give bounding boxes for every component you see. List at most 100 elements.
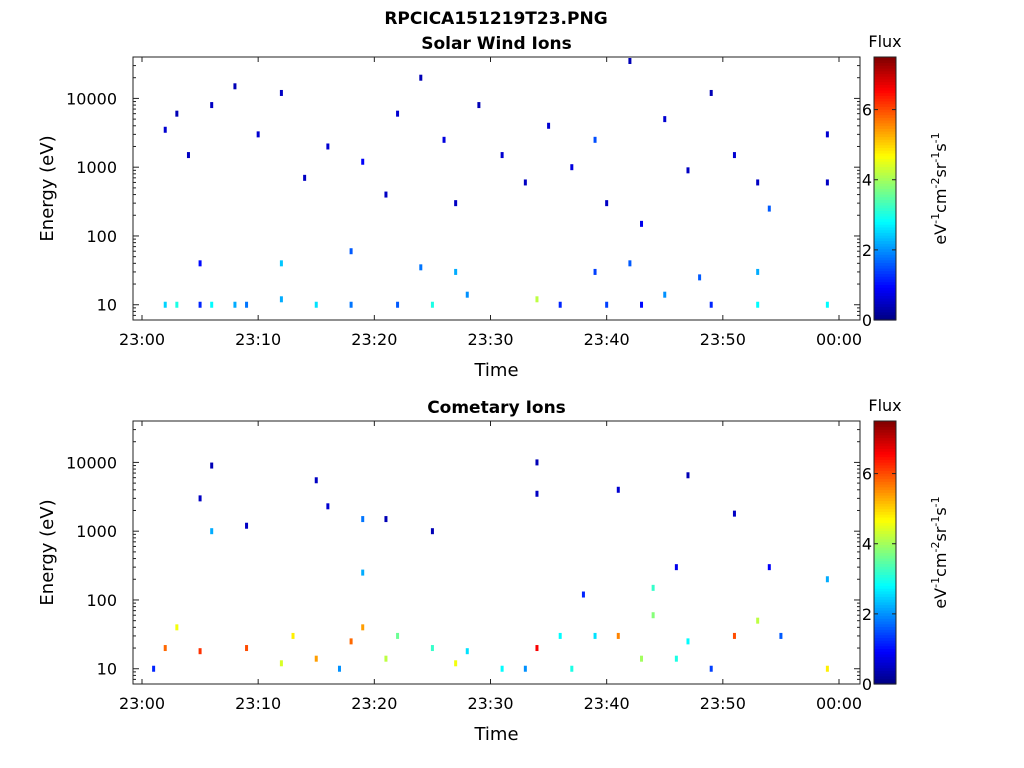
colorbar-tick-label: 6 [862, 465, 872, 484]
colorbar: 0 2 4 6 Flux eV-1cm-2sr-1s-1 [862, 32, 950, 330]
colorbar-band [874, 448, 896, 452]
colorbar-band [874, 440, 896, 444]
colorbar-band [874, 188, 896, 192]
heatmap-cell [686, 472, 690, 479]
colorbar-band [874, 314, 896, 318]
colorbar-band [874, 218, 896, 222]
heatmap-cell [709, 301, 713, 308]
colorbar-band [874, 631, 896, 636]
colorbar-band [874, 659, 896, 663]
colorbar-band [874, 144, 896, 149]
y-tick-label: 100 [86, 591, 117, 610]
x-tick-label: 23:20 [351, 330, 397, 349]
heatmap-cell [825, 665, 829, 672]
colorbar-label: eV-1cm-2sr-1s-1 [929, 132, 950, 244]
heatmap-cell [825, 179, 829, 186]
colorbar-band [874, 284, 896, 288]
colorbar-band [874, 500, 896, 504]
heatmap-cell [326, 503, 330, 510]
colorbar-band [874, 235, 896, 239]
colorbar-band [874, 437, 896, 441]
colorbar-band [874, 147, 896, 151]
colorbar-band [874, 262, 896, 266]
plot-area [132, 420, 861, 685]
colorbar-band [874, 522, 896, 526]
heatmap-cell [640, 220, 644, 227]
colorbar-band [874, 76, 896, 80]
colorbar-band [874, 610, 896, 614]
colorbar-band [874, 511, 896, 515]
heatmap-cell [245, 301, 249, 308]
colorbar-band [874, 163, 896, 168]
colorbar-band [874, 568, 896, 573]
colorbar-band [874, 67, 896, 72]
colorbar-band [874, 503, 896, 507]
colorbar-band [874, 536, 896, 540]
heatmap-cell [314, 301, 318, 308]
colorbar-band [874, 607, 896, 611]
colorbar-band [874, 128, 896, 132]
heatmap-cell [674, 564, 678, 571]
colorbar-band [874, 648, 896, 652]
colorbar-band [874, 193, 896, 198]
heatmap-cell [500, 152, 504, 159]
x-tick-label: 23:40 [584, 330, 630, 349]
x-axis-label: Time [473, 360, 518, 381]
panel-solar-wind-ions: Solar Wind Ions 23:00 23:10 23:20 23:30 23:40… [37, 32, 950, 381]
colorbar-band [874, 70, 896, 75]
heatmap-cell [384, 655, 388, 662]
colorbar-band [874, 89, 896, 94]
colorbar-band [874, 577, 896, 581]
colorbar-band [874, 642, 896, 647]
heatmap-cell [175, 110, 179, 117]
colorbar-band [874, 254, 896, 258]
heatmap-cell [640, 301, 644, 308]
colorbar-band [874, 585, 896, 589]
colorbar-band [874, 588, 896, 592]
colorbar-band [874, 226, 896, 231]
colorbar-band [874, 590, 896, 595]
colorbar-band [874, 484, 896, 488]
colorbar-band [874, 251, 896, 255]
colorbar-band [874, 139, 896, 143]
heatmap-cell [245, 645, 249, 652]
colorbar-band [874, 81, 896, 85]
heatmap-cell [314, 655, 318, 662]
heatmap-cell [535, 645, 539, 652]
heatmap-cell [663, 116, 667, 123]
heatmap-cell [616, 486, 620, 493]
colorbar-band [874, 442, 896, 447]
heatmap-cell [210, 462, 214, 469]
heatmap-cell [605, 200, 609, 207]
colorbar-band [874, 519, 896, 523]
x-tick-label: 23:10 [235, 330, 281, 349]
heatmap-cell [732, 632, 736, 639]
heatmap-cell [233, 301, 237, 308]
heatmap-cell [198, 301, 202, 308]
colorbar-band [874, 221, 896, 225]
colorbar-band [874, 571, 896, 576]
colorbar-band [874, 100, 896, 105]
x-tick-label: 23:20 [351, 694, 397, 713]
y-tick-label: 10000 [66, 453, 117, 472]
colorbar-band [874, 259, 896, 264]
heatmap-cell [605, 301, 609, 308]
y-tick-label: 1000 [76, 522, 117, 541]
colorbar-band [874, 57, 896, 61]
heatmap-cell [686, 638, 690, 645]
colorbar-band [874, 574, 896, 578]
heatmap-cell [186, 152, 190, 159]
heatmap-cell [756, 301, 760, 308]
heatmap-cell [430, 528, 434, 535]
colorbar-band [874, 106, 896, 110]
colorbar-band [874, 555, 896, 559]
colorbar-band [874, 199, 896, 203]
colorbar-band [874, 533, 896, 537]
colorbar-band [874, 429, 896, 433]
colorbar-band [874, 599, 896, 603]
heatmap-cell [709, 89, 713, 96]
colorbar-band [874, 155, 896, 159]
colorbar-band [874, 65, 896, 69]
heatmap-cell [303, 174, 307, 181]
colorbar-label: eV-1cm-2sr-1s-1 [929, 496, 950, 608]
